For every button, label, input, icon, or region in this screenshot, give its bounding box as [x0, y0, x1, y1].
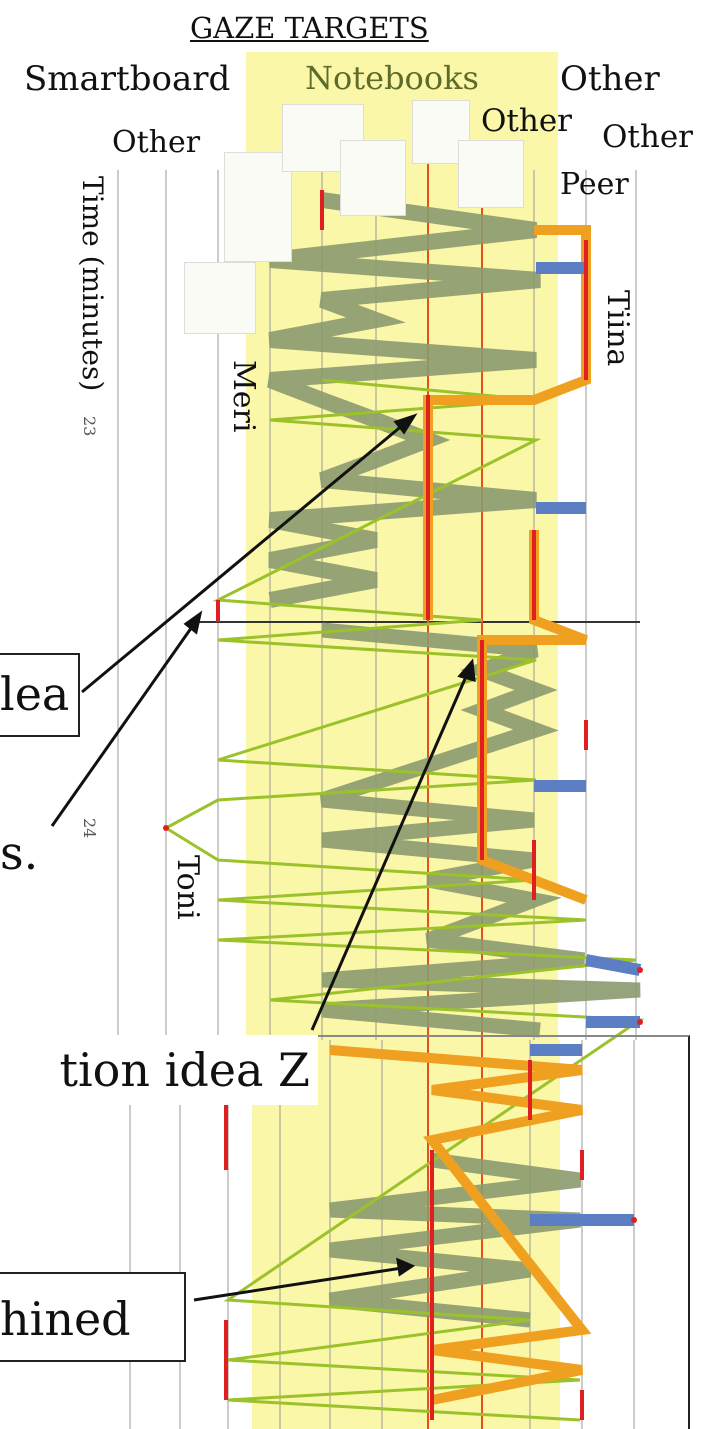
- notebook-sketch-5: [458, 140, 524, 208]
- gaze-targets-title: GAZE TARGETS: [190, 11, 429, 45]
- target-smartboard: Smartboard: [24, 59, 231, 99]
- participant-tiina: Tiina: [600, 290, 635, 367]
- blue-gaze-segments: [530, 262, 642, 1226]
- annotation-text-1: lea: [0, 667, 70, 721]
- target-other-right: Other: [602, 119, 694, 155]
- time-tick-23: 23: [80, 416, 99, 437]
- smartboard-sketch: [184, 262, 256, 334]
- grey-gaze-path-upper: [267, 192, 541, 608]
- participant-toni: Toni: [170, 855, 205, 920]
- notebook-sketch-3: [340, 140, 406, 216]
- green-gaze-path: [162, 378, 645, 1422]
- annotation-box-1: lea: [0, 653, 80, 737]
- time-tick-24: 24: [80, 818, 99, 839]
- notebook-sketch-1: [224, 152, 292, 262]
- target-peer: Peer: [560, 167, 629, 202]
- annotation-text-3: tion idea Z: [59, 1043, 310, 1097]
- annotation-box-4: hined: [0, 1272, 186, 1362]
- annotation-text-4: hined: [0, 1292, 131, 1346]
- participant-meri: Meri: [226, 360, 261, 433]
- time-axis-label: Time (minutes): [76, 176, 109, 392]
- grey-gaze-path-lower: [328, 1152, 582, 1328]
- target-other-mid: Other: [481, 103, 573, 139]
- fixation-dots: [163, 190, 643, 1420]
- target-other-left: Other: [112, 125, 201, 160]
- target-other-top: Other: [560, 59, 660, 99]
- target-notebooks: Notebooks: [305, 59, 479, 97]
- annotation-text-2: s.: [0, 826, 39, 880]
- notebook-sketch-4: [412, 100, 470, 164]
- annotation-box-3: tion idea Z: [0, 1035, 318, 1105]
- annotation-arrows: [50, 413, 476, 1302]
- grey-gaze-path-mid: [319, 622, 641, 1038]
